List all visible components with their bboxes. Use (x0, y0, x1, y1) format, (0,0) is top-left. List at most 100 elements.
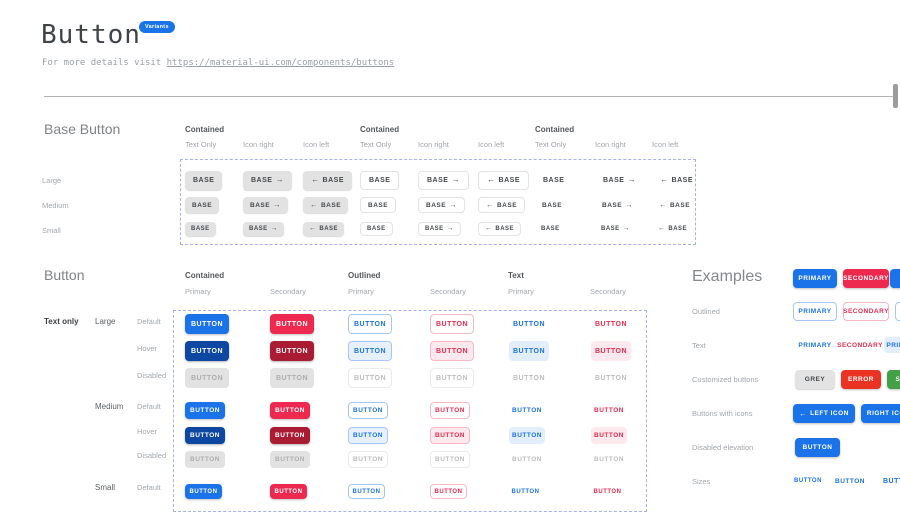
button-label: BASE (671, 177, 693, 184)
base-button-large-icon-right[interactable]: BASE → (243, 171, 292, 190)
button-label: BASE (319, 226, 339, 232)
example-button-primary[interactable]: PRIMARY (884, 337, 900, 353)
example-row-label: Sizes (692, 477, 711, 486)
example-button-primary[interactable]: PRIMARY (793, 269, 837, 288)
base-button-small-icon-left[interactable]: ← BASE (478, 222, 522, 236)
example-button-secondary[interactable]: SECONDARY (837, 337, 882, 353)
base-button-large-icon-right[interactable]: BASE → (418, 171, 469, 190)
button-text-secondary-large-default[interactable]: BUTTON (591, 314, 631, 334)
button-label: BASE (669, 201, 691, 209)
button-text-primary-small-default[interactable]: BUTTON (509, 484, 542, 499)
button-text-secondary-large-hover[interactable]: BUTTON (591, 341, 631, 361)
base-button-small-icon-right[interactable]: BASE → (243, 222, 285, 236)
button-text-secondary-medium-hover[interactable]: BUTTON (591, 427, 627, 444)
button-text-primary-medium-disabled[interactable]: BUTTON (509, 451, 545, 468)
scrollbar-thumb[interactable] (893, 84, 898, 108)
docs-link[interactable]: https://material-ui.com/components/butto… (166, 58, 395, 68)
button-contained-secondary-medium-hover[interactable]: BUTTON (270, 427, 310, 444)
base-button-large-icon-left[interactable]: ← BASE (303, 171, 352, 190)
button-text-secondary-medium-default[interactable]: BUTTON (591, 402, 627, 419)
button-text-secondary-small-default[interactable]: BUTTON (591, 484, 624, 499)
example-button-primary[interactable]: PRIMARY (795, 337, 835, 353)
button-outlined-primary-large-disabled[interactable]: BUTTON (348, 368, 392, 388)
example-button-button[interactable]: BUTTON (790, 474, 826, 488)
button-contained-secondary-small-default[interactable]: BUTTON (270, 484, 307, 499)
base-button-large-text-only[interactable]: BASE (535, 171, 572, 190)
button-outlined-secondary-large-disabled[interactable]: BUTTON (430, 368, 474, 388)
example-button-button[interactable]: BUTTON (830, 474, 870, 488)
example-button-primary[interactable]: PRIMARY (793, 302, 837, 321)
button-label: BUTTON (882, 477, 900, 485)
button-outlined-primary-small-default[interactable]: BUTTON (348, 484, 385, 499)
button-contained-primary-large-disabled[interactable]: BUTTON (185, 368, 229, 388)
base-button-medium-icon-left[interactable]: ← BASE (478, 197, 526, 213)
base-button-medium-text-only[interactable]: BASE (535, 197, 569, 213)
button-label: BUTTON (512, 456, 542, 463)
button-text-secondary-large-disabled[interactable]: BUTTON (591, 368, 631, 388)
example-button-error[interactable]: ERROR (841, 370, 881, 389)
base-button-medium-icon-right[interactable]: BASE → (418, 197, 466, 213)
right-arrow-icon: → (622, 224, 631, 232)
example-button-left-icon[interactable]: ← LEFT ICON (793, 404, 855, 423)
button-text-secondary-medium-disabled[interactable]: BUTTON (591, 451, 627, 468)
base-button-small-icon-left[interactable]: ← BASE (303, 222, 345, 236)
base-button-large-icon-left[interactable]: ← BASE (478, 171, 529, 190)
button-contained-secondary-large-hover[interactable]: BUTTON (270, 341, 314, 361)
button-contained-secondary-large-default[interactable]: BUTTON (270, 314, 314, 334)
button-text-primary-large-default[interactable]: BUTTON (509, 314, 549, 334)
button-contained-primary-medium-disabled[interactable]: BUTTON (185, 451, 225, 468)
button-outlined-secondary-medium-disabled[interactable]: BUTTON (430, 451, 470, 468)
base-button-large-text-only[interactable]: BASE (360, 171, 400, 190)
button-contained-secondary-medium-disabled[interactable]: BUTTON (270, 451, 310, 468)
button-text-primary-medium-hover[interactable]: BUTTON (509, 427, 545, 444)
example-button-button[interactable]: BUTTON (877, 474, 900, 488)
button-outlined-secondary-small-default[interactable]: BUTTON (430, 484, 467, 499)
example-button-right-icon[interactable]: RIGHT ICON→ (861, 404, 900, 423)
button-label: BUTTON (802, 444, 833, 451)
example-button-secondary[interactable]: SECONDARY (843, 269, 889, 288)
button-outlined-secondary-medium-hover[interactable]: BUTTON (430, 427, 470, 444)
button-text-primary-medium-default[interactable]: BUTTON (509, 402, 545, 419)
base-button-medium-text-only[interactable]: BASE (185, 197, 220, 213)
base-button-small-icon-left[interactable]: ← BASE (652, 222, 693, 236)
base-button-large-text-only[interactable]: BASE (185, 171, 223, 190)
button-outlined-primary-large-hover[interactable]: BUTTON (348, 341, 392, 361)
button-text-primary-large-disabled[interactable]: BUTTON (509, 368, 549, 388)
base-button-medium-icon-left[interactable]: ← BASE (303, 197, 349, 213)
base-button-small-text-only[interactable]: BASE (535, 222, 566, 236)
button-outlined-primary-medium-default[interactable]: BUTTON (348, 402, 388, 419)
example-button-secondary[interactable]: SECONDARY (843, 302, 889, 321)
state-label: Hover (137, 427, 158, 436)
base-button-large-icon-left[interactable]: ← BASE (652, 171, 701, 190)
base-button-small-icon-right[interactable]: BASE → (418, 222, 462, 236)
button-contained-primary-medium-default[interactable]: BUTTON (185, 402, 225, 419)
base-button-small-text-only[interactable]: BASE (185, 222, 216, 236)
button-outlined-secondary-large-default[interactable]: BUTTON (430, 314, 474, 334)
base-button-medium-text-only[interactable]: BASE (360, 197, 397, 213)
example-button-partial[interactable] (890, 269, 900, 288)
button-outlined-primary-medium-disabled[interactable]: BUTTON (348, 451, 388, 468)
button-contained-secondary-large-disabled[interactable]: BUTTON (270, 368, 314, 388)
example-button-success[interactable]: SUCCESS (887, 370, 900, 389)
button-label: BUTTON (275, 432, 305, 439)
button-contained-primary-small-default[interactable]: BUTTON (185, 484, 222, 499)
button-contained-primary-medium-hover[interactable]: BUTTON (185, 427, 225, 444)
example-button-grey[interactable]: GREY (795, 370, 835, 389)
button-outlined-primary-medium-hover[interactable]: BUTTON (348, 427, 388, 444)
base-button-small-icon-right[interactable]: BASE → (595, 222, 636, 236)
base-button-large-icon-right[interactable]: BASE → (595, 171, 644, 190)
button-outlined-primary-large-default[interactable]: BUTTON (348, 314, 392, 334)
base-button-small-text-only[interactable]: BASE (360, 222, 393, 236)
button-contained-primary-large-default[interactable]: BUTTON (185, 314, 229, 334)
button-contained-primary-large-hover[interactable]: BUTTON (185, 341, 229, 361)
base-button-medium-icon-right[interactable]: BASE → (595, 197, 640, 213)
example-button-partial[interactable] (895, 302, 900, 321)
button-text-primary-large-hover[interactable]: BUTTON (509, 341, 549, 361)
base-button-medium-icon-right[interactable]: BASE → (243, 197, 289, 213)
example-button-button[interactable]: BUTTON (795, 438, 840, 457)
base-button-medium-icon-left[interactable]: ← BASE (652, 197, 697, 213)
button-outlined-secondary-large-hover[interactable]: BUTTON (430, 341, 474, 361)
variants-badge[interactable]: Variants (139, 21, 175, 33)
button-outlined-secondary-medium-default[interactable]: BUTTON (430, 402, 470, 419)
button-contained-secondary-medium-default[interactable]: BUTTON (270, 402, 310, 419)
